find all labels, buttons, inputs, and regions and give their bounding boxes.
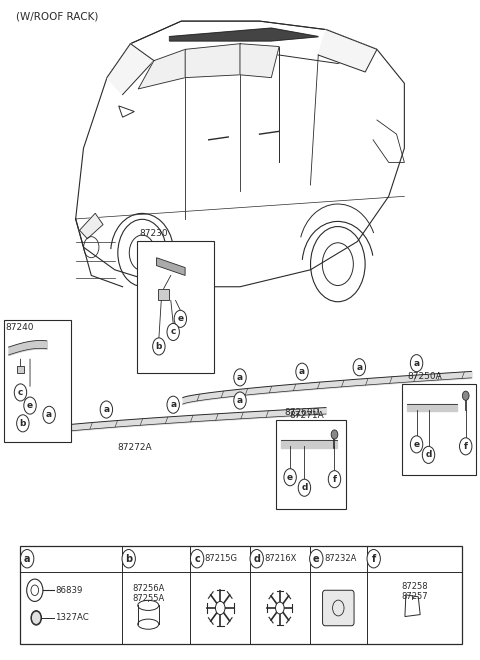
Bar xyxy=(17,366,24,373)
Circle shape xyxy=(462,391,469,401)
Circle shape xyxy=(310,550,323,568)
Circle shape xyxy=(21,550,34,568)
Circle shape xyxy=(191,550,204,568)
Circle shape xyxy=(234,392,246,409)
Circle shape xyxy=(276,602,284,614)
Text: (W/ROOF RACK): (W/ROOF RACK) xyxy=(16,11,98,21)
Text: 86839: 86839 xyxy=(55,586,83,595)
Circle shape xyxy=(43,407,55,423)
Bar xyxy=(21,546,462,644)
Text: 87255A: 87255A xyxy=(132,593,164,603)
Text: a: a xyxy=(103,405,109,414)
FancyBboxPatch shape xyxy=(323,590,354,626)
Text: 87240: 87240 xyxy=(6,323,34,333)
Bar xyxy=(137,242,214,373)
Text: 87232A: 87232A xyxy=(324,554,356,563)
Text: b: b xyxy=(156,342,162,351)
Text: e: e xyxy=(287,473,293,482)
Text: 87215G: 87215G xyxy=(205,554,238,563)
Text: a: a xyxy=(46,411,52,419)
Text: 87256A: 87256A xyxy=(132,583,165,593)
Polygon shape xyxy=(80,213,103,239)
Text: d: d xyxy=(301,483,308,492)
Circle shape xyxy=(174,310,187,327)
Circle shape xyxy=(367,550,380,568)
Text: a: a xyxy=(413,358,420,368)
Text: 87272A: 87272A xyxy=(118,443,152,452)
Text: 87230: 87230 xyxy=(140,229,168,238)
Bar xyxy=(4,320,71,442)
Text: b: b xyxy=(20,419,26,428)
Text: 87260D: 87260D xyxy=(284,408,320,416)
Circle shape xyxy=(32,611,41,624)
Polygon shape xyxy=(169,28,318,41)
Text: a: a xyxy=(237,396,243,405)
Polygon shape xyxy=(185,44,240,78)
Circle shape xyxy=(459,438,472,455)
Bar xyxy=(402,384,476,475)
Circle shape xyxy=(422,446,435,463)
Polygon shape xyxy=(131,21,377,63)
Text: c: c xyxy=(18,388,23,397)
Bar xyxy=(158,288,169,300)
Circle shape xyxy=(167,396,180,413)
Bar xyxy=(138,605,159,624)
Text: f: f xyxy=(464,442,468,451)
Circle shape xyxy=(122,550,135,568)
Circle shape xyxy=(100,401,113,418)
Text: 1327AC: 1327AC xyxy=(55,613,89,622)
Circle shape xyxy=(250,550,264,568)
Circle shape xyxy=(153,338,165,355)
Text: 87271A: 87271A xyxy=(289,411,324,420)
Bar xyxy=(276,420,347,509)
Circle shape xyxy=(328,471,341,488)
Text: d: d xyxy=(425,450,432,459)
Text: 87216X: 87216X xyxy=(264,554,297,563)
Circle shape xyxy=(353,358,365,376)
Text: a: a xyxy=(170,400,176,409)
Text: e: e xyxy=(177,314,183,323)
Text: a: a xyxy=(24,554,30,564)
Circle shape xyxy=(284,469,296,486)
Text: a: a xyxy=(356,363,362,372)
Text: 87257: 87257 xyxy=(401,591,428,601)
Text: e: e xyxy=(413,440,420,449)
Circle shape xyxy=(331,430,338,439)
Circle shape xyxy=(410,436,423,453)
Text: f: f xyxy=(333,475,336,484)
Polygon shape xyxy=(318,30,377,72)
Text: f: f xyxy=(372,554,376,564)
Text: e: e xyxy=(313,554,320,564)
Circle shape xyxy=(296,363,308,380)
Text: a: a xyxy=(299,367,305,376)
Text: a: a xyxy=(237,373,243,382)
Circle shape xyxy=(216,601,225,614)
Circle shape xyxy=(24,397,36,414)
Circle shape xyxy=(410,354,423,372)
Circle shape xyxy=(234,369,246,386)
Text: c: c xyxy=(170,327,176,337)
Circle shape xyxy=(14,384,27,401)
Circle shape xyxy=(17,414,29,432)
Text: b: b xyxy=(125,554,132,564)
Polygon shape xyxy=(156,257,185,275)
Polygon shape xyxy=(138,50,185,89)
Text: 87250A: 87250A xyxy=(407,372,442,381)
Text: c: c xyxy=(194,554,200,564)
Text: 87258: 87258 xyxy=(401,581,428,591)
Text: d: d xyxy=(253,554,260,564)
Polygon shape xyxy=(240,44,279,78)
Polygon shape xyxy=(107,44,154,94)
Circle shape xyxy=(298,479,311,496)
Text: e: e xyxy=(27,401,33,410)
Circle shape xyxy=(167,323,180,341)
